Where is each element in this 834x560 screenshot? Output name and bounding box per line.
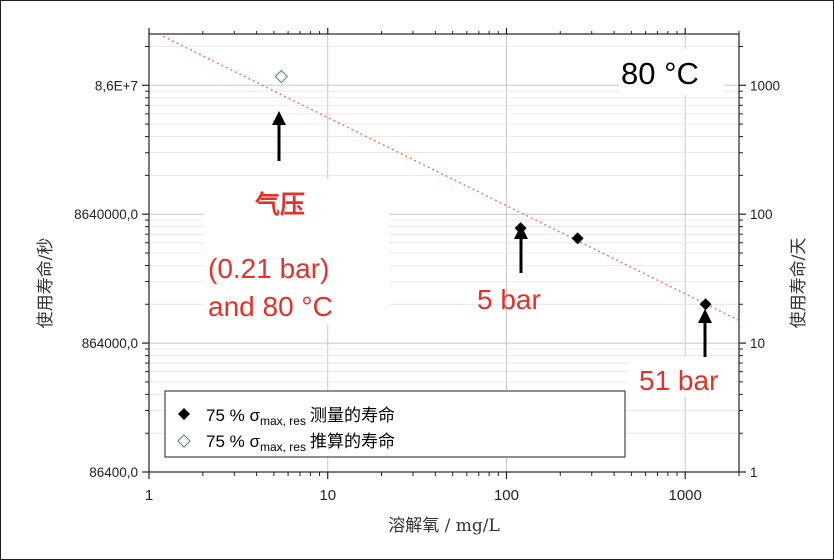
air-annotation-box	[204, 179, 389, 324]
legend-box	[164, 390, 626, 458]
x-tick-label: 1	[145, 487, 153, 504]
x-tick-label: 100	[494, 487, 519, 504]
air-pressure-label: 气压	[254, 190, 305, 219]
axis-ticks: 1 10 100 1000 86400,0 864000,0 8640000,0 8,6E+7…	[74, 28, 780, 504]
air-pressure-value: (0.21 bar)	[208, 253, 329, 284]
y-tick-label-right: 1000	[750, 78, 780, 93]
legend: 75 % σmax, res 测量的寿命 75 % σmax, res 推算的寿命	[164, 390, 626, 458]
x-tick-label: 1000	[669, 487, 702, 504]
air-temperature-value: and 80 °C	[208, 291, 333, 322]
legend-marker-calculated	[177, 434, 191, 448]
y-axis-title-right: 使用寿命/天	[788, 238, 809, 329]
temperature-box	[619, 49, 724, 95]
legend-label-measured: 75 % σmax, res 测量的寿命	[206, 406, 395, 428]
data-point-measured	[571, 232, 584, 245]
legend-marker-measured	[178, 408, 190, 420]
data-point-calculated	[274, 69, 289, 84]
fiftyone-bar-box	[629, 357, 737, 397]
y-tick-label-left: 8640000,0	[74, 207, 138, 222]
arrow-air	[272, 111, 286, 161]
y-tick-label-left: 864000,0	[82, 336, 138, 351]
five-bar-label: 5 bar	[477, 284, 541, 315]
y-axis-title-left: 使用寿命/秒	[35, 238, 56, 329]
x-tick-label: 10	[319, 487, 336, 504]
data-point-measured	[699, 298, 712, 311]
y-tick-label-right: 1	[750, 465, 758, 480]
y-tick-label-left: 86400,0	[89, 465, 138, 480]
fiftyone-bar-label: 51 bar	[639, 365, 718, 396]
temperature-label: 80 °C	[621, 56, 699, 91]
arrow-51-bar	[698, 309, 712, 357]
y-tick-label-right: 10	[750, 336, 765, 351]
x-axis-title: 溶解氧 / mg/L	[388, 516, 500, 536]
y-tick-label-right: 100	[750, 207, 773, 222]
y-tick-label-left: 8,6E+7	[95, 78, 138, 93]
arrow-5-bar	[514, 225, 528, 273]
trendline	[162, 35, 740, 322]
legend-label-calculated: 75 % σmax, res 推算的寿命	[206, 432, 395, 454]
